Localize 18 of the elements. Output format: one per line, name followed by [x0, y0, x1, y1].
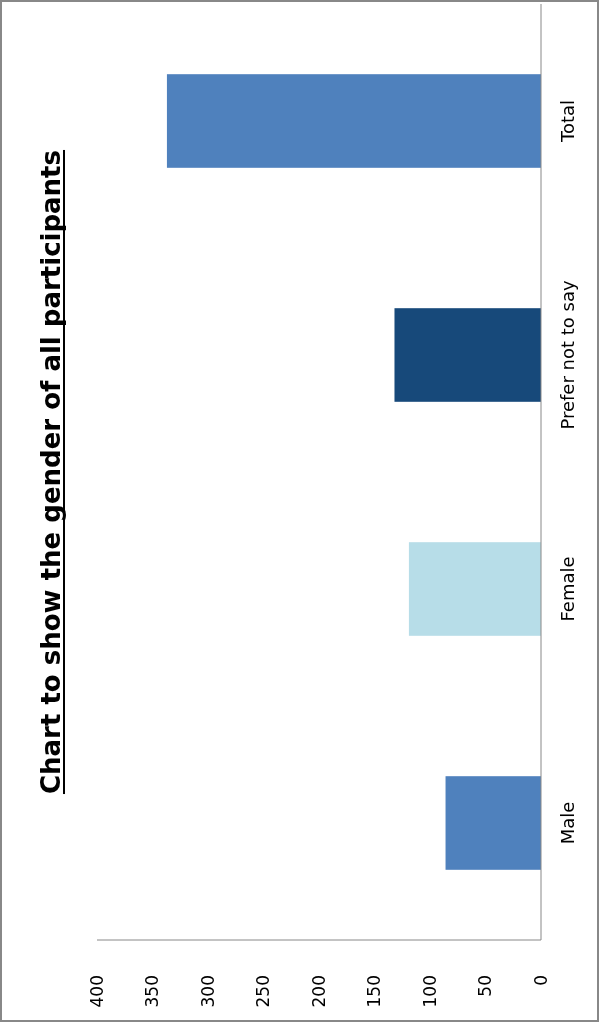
text: Chart to show the gender of all participants — [36, 149, 66, 795]
x-tick-label: 250 — [253, 975, 274, 1008]
bar — [166, 74, 541, 168]
x-tick-label: 50 — [475, 975, 496, 997]
bar — [408, 542, 541, 636]
x-tick-label: 150 — [364, 975, 385, 1008]
x-tick-label: 200 — [308, 975, 329, 1008]
x-tick-label: 400 — [86, 975, 107, 1008]
y-tick-label: Male — [557, 801, 578, 845]
y-tick-label: Prefer not to say — [557, 280, 578, 430]
bar — [394, 308, 541, 402]
x-tick-label: 350 — [142, 975, 163, 1008]
y-tick-label: Female — [557, 556, 578, 622]
y-tick-label: Total — [557, 99, 578, 144]
x-tick-label: 0 — [530, 975, 551, 986]
bar — [445, 776, 541, 870]
x-tick-label: 100 — [419, 975, 440, 1008]
x-tick-label: 300 — [197, 975, 218, 1008]
